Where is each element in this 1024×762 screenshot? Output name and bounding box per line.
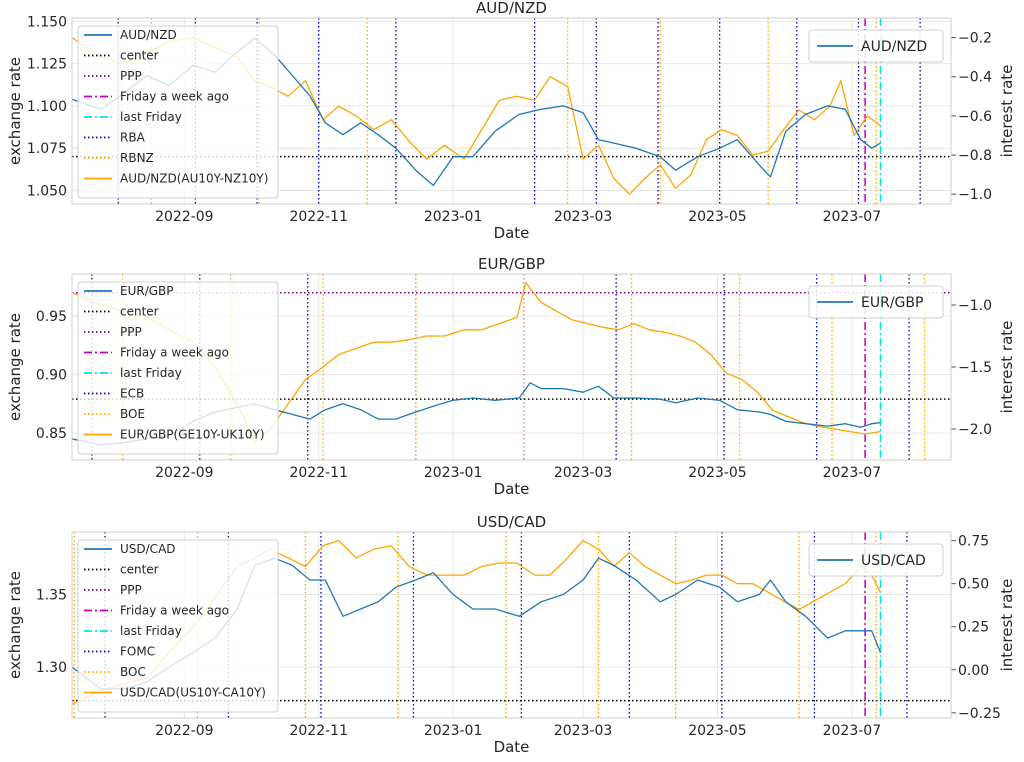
x-tick-label: 2023-03 xyxy=(554,723,613,739)
x-tick-label: 2023-05 xyxy=(688,723,747,739)
y2-axis-label: interest rate xyxy=(998,65,1016,158)
y-tick-label: 0.95 xyxy=(36,309,67,325)
legend-label: EUR/GBP(GE10Y-UK10Y) xyxy=(120,428,265,442)
y-tick-label: 1.075 xyxy=(27,141,67,157)
x-tick-label: 2023-03 xyxy=(554,209,613,225)
legend-left: EUR/GBP center PPP Friday a week ago last Fr… xyxy=(77,281,279,455)
legend-label: BOC xyxy=(120,665,146,679)
x-tick-label: 2022-09 xyxy=(155,209,214,225)
x-tick-label: 2023-01 xyxy=(424,723,483,739)
legend-box xyxy=(808,543,944,577)
chart-panel: 2022-09 2022-11 2023-01 2023-03 2023-05 2023-… xyxy=(6,255,1016,498)
y2-tick-label: −0.8 xyxy=(958,148,992,164)
legend-label: last Friday xyxy=(120,110,182,124)
legend-box xyxy=(808,285,944,319)
chart-title: USD/CAD xyxy=(477,513,546,531)
y2-tick-label: −0.4 xyxy=(958,70,992,86)
legend-label: PPP xyxy=(120,583,142,597)
y2-tick-label: −1.0 xyxy=(958,187,992,203)
legend-right: AUD/NZD xyxy=(808,29,944,63)
plot-frame xyxy=(71,17,952,205)
y-tick-label: 0.85 xyxy=(36,426,67,442)
y2-tick-label: 0.50 xyxy=(958,577,989,593)
legend-box xyxy=(77,281,279,455)
y2-tick-label: −2.0 xyxy=(958,422,992,438)
y2-tick-label: −1.5 xyxy=(958,360,992,376)
plot-frame xyxy=(71,273,952,461)
y-tick-label: 0.90 xyxy=(36,368,67,384)
x-tick-label: 2023-03 xyxy=(554,465,613,481)
legend-label: EUR/GBP xyxy=(120,284,174,298)
legend-label: BOE xyxy=(120,407,145,421)
legend-label: PPP xyxy=(120,69,142,83)
x-axis-label: Date xyxy=(494,738,530,756)
legend-label: RBNZ xyxy=(120,151,154,165)
x-tick-label: 2023-01 xyxy=(424,209,483,225)
y2-tick-label: 0.25 xyxy=(958,620,989,636)
legend-label: EUR/GBP xyxy=(861,295,923,311)
y2-axis-label: interest rate xyxy=(998,321,1016,414)
y2-tick-label: −0.6 xyxy=(958,109,992,125)
legend-label: last Friday xyxy=(120,366,182,380)
legend-label: USD/CAD xyxy=(861,553,926,569)
x-tick-label: 2022-09 xyxy=(155,465,214,481)
legend-box xyxy=(77,25,279,199)
x-tick-label: 2023-07 xyxy=(823,209,882,225)
chart-panel: 2022-09 2022-11 2023-01 2023-03 2023-05 2023-… xyxy=(6,0,1016,242)
y-tick-label: 1.100 xyxy=(27,99,67,115)
x-tick-label: 2023-01 xyxy=(424,465,483,481)
y-tick-label: 1.30 xyxy=(36,660,67,676)
legend-label: Friday a week ago xyxy=(120,346,229,360)
y-axis-label: exchange rate xyxy=(6,313,24,421)
x-tick-label: 2022-11 xyxy=(289,209,348,225)
chart-title: AUD/NZD xyxy=(476,0,547,17)
x-tick-label: 2022-11 xyxy=(289,723,348,739)
legend-label: USD/CAD xyxy=(120,542,176,556)
y-tick-label: 1.35 xyxy=(36,587,67,603)
y-tick-label: 1.125 xyxy=(27,57,67,73)
x-tick-label: 2023-05 xyxy=(688,465,747,481)
x-tick-label: 2022-09 xyxy=(155,723,214,739)
legend-box xyxy=(808,29,944,63)
y2-tick-label: −0.2 xyxy=(958,31,992,47)
x-tick-label: 2023-07 xyxy=(823,723,882,739)
y2-tick-label: 0.00 xyxy=(958,663,989,679)
legend-right: USD/CAD xyxy=(808,543,944,577)
x-tick-label: 2023-05 xyxy=(688,209,747,225)
legend-label: last Friday xyxy=(120,624,182,638)
y-axis-label: exchange rate xyxy=(6,57,24,165)
plot-frame xyxy=(71,531,952,719)
chart-panel: 2022-09 2022-11 2023-01 2023-03 2023-05 2023-… xyxy=(6,513,1016,756)
x-tick-label: 2022-11 xyxy=(289,465,348,481)
legend-label: AUD/NZD(AU10Y-NZ10Y) xyxy=(120,172,268,186)
x-tick-label: 2023-07 xyxy=(823,465,882,481)
legend-label: AUD/NZD xyxy=(120,28,177,42)
legend-label: center xyxy=(120,305,159,319)
y2-axis-label: interest rate xyxy=(998,579,1016,672)
legend-label: FOMC xyxy=(120,645,155,659)
x-axis-label: Date xyxy=(494,480,530,498)
legend-label: Friday a week ago xyxy=(120,90,229,104)
legend-label: ECB xyxy=(120,387,144,401)
legend-left: USD/CAD center PPP Friday a week ago last Fr… xyxy=(77,539,279,713)
y-tick-label: 1.050 xyxy=(27,183,67,199)
legend-label: USD/CAD(US10Y-CA10Y) xyxy=(120,686,266,700)
legend-left: AUD/NZD center PPP Friday a week ago last Fr… xyxy=(77,25,279,199)
y2-tick-label: −0.25 xyxy=(958,706,1001,722)
legend-box xyxy=(77,539,279,713)
y2-tick-label: 0.75 xyxy=(958,534,989,550)
legend-label: RBA xyxy=(120,131,146,145)
y-tick-label: 1.150 xyxy=(27,14,67,30)
legend-label: center xyxy=(120,563,159,577)
legend-right: EUR/GBP xyxy=(808,285,944,319)
legend-label: Friday a week ago xyxy=(120,604,229,618)
legend-label: AUD/NZD xyxy=(861,39,927,55)
chart-title: EUR/GBP xyxy=(478,255,545,273)
legend-label: PPP xyxy=(120,325,142,339)
y-axis-label: exchange rate xyxy=(6,571,24,679)
legend-label: center xyxy=(120,49,159,63)
x-axis-label: Date xyxy=(494,224,530,242)
y2-tick-label: −1.0 xyxy=(958,298,992,314)
